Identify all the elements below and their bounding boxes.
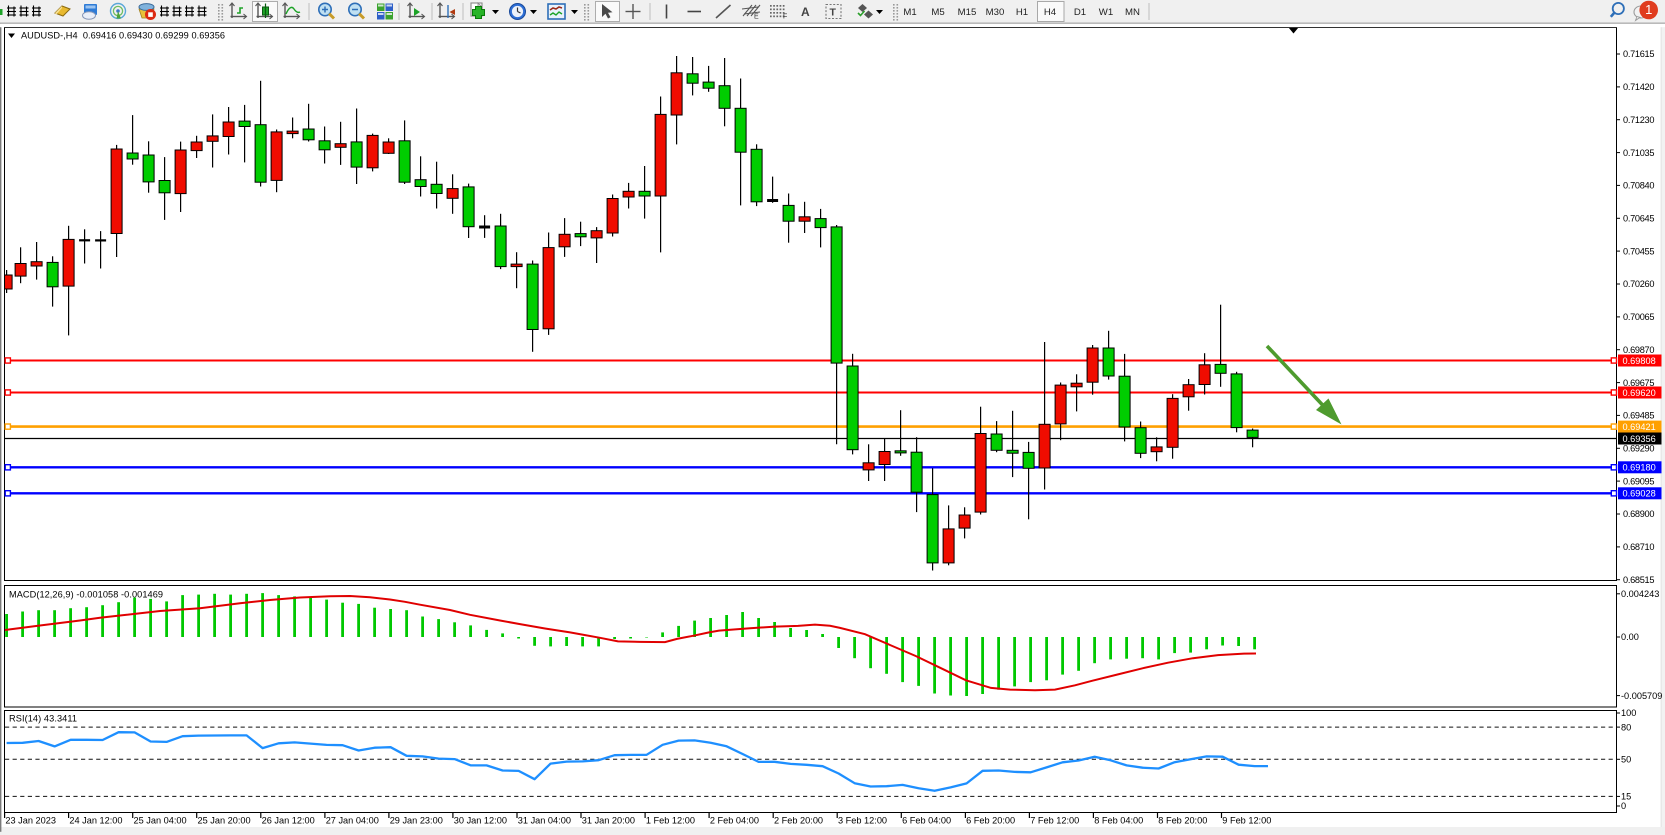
svg-text:0.71230: 0.71230 xyxy=(1623,115,1655,125)
svg-text:6 Feb 04:00: 6 Feb 04:00 xyxy=(902,816,951,826)
svg-text:27 Jan 04:00: 27 Jan 04:00 xyxy=(326,816,379,826)
svg-text:H4: H4 xyxy=(1044,7,1057,18)
svg-text:50: 50 xyxy=(1621,755,1631,765)
svg-text:1 Feb 12:00: 1 Feb 12:00 xyxy=(646,816,695,826)
svg-text:0.71035: 0.71035 xyxy=(1623,148,1655,158)
svg-text:7 Feb 12:00: 7 Feb 12:00 xyxy=(1030,816,1079,826)
svg-text:M15: M15 xyxy=(958,7,977,18)
svg-text:25 Jan 04:00: 25 Jan 04:00 xyxy=(134,816,187,826)
svg-text:MACD(12,26,9) -0.001058 -0.001: MACD(12,26,9) -0.001058 -0.001469 xyxy=(9,590,163,600)
svg-text:0.69356: 0.69356 xyxy=(1623,434,1656,444)
svg-text:0.69870: 0.69870 xyxy=(1623,345,1655,355)
svg-text:W1: W1 xyxy=(1099,7,1113,18)
svg-text:M30: M30 xyxy=(986,7,1005,18)
svg-text:T: T xyxy=(830,7,837,19)
svg-text:E: E xyxy=(754,14,759,21)
svg-text:31 Jan 04:00: 31 Jan 04:00 xyxy=(518,816,571,826)
svg-text:0.69180: 0.69180 xyxy=(1623,463,1656,473)
svg-text:H1: H1 xyxy=(1016,7,1028,18)
svg-text:AUDUSD-,H4 0.69416 0.69430 0.: AUDUSD-,H4 0.69416 0.69430 0.69299 0.693… xyxy=(21,31,225,41)
svg-text:0.69290: 0.69290 xyxy=(1623,444,1655,454)
svg-text:0.69808: 0.69808 xyxy=(1623,356,1656,366)
svg-text:0.68900: 0.68900 xyxy=(1623,509,1655,519)
svg-text:0.70840: 0.70840 xyxy=(1623,181,1655,191)
svg-text:9 Feb 12:00: 9 Feb 12:00 xyxy=(1222,816,1271,826)
svg-text:0.004243: 0.004243 xyxy=(1621,589,1659,599)
svg-text:0.71615: 0.71615 xyxy=(1623,49,1655,59)
svg-text:26 Jan 12:00: 26 Jan 12:00 xyxy=(262,816,315,826)
svg-text:2 Feb 04:00: 2 Feb 04:00 xyxy=(710,816,759,826)
svg-text:0.71420: 0.71420 xyxy=(1623,82,1655,92)
svg-text:80: 80 xyxy=(1621,722,1631,732)
svg-text:0.69620: 0.69620 xyxy=(1623,388,1656,398)
svg-text:0.70645: 0.70645 xyxy=(1623,214,1655,224)
svg-text:MN: MN xyxy=(1125,7,1140,18)
svg-text:M5: M5 xyxy=(931,7,944,18)
svg-text:1: 1 xyxy=(1645,2,1652,17)
svg-text:25 Jan 20:00: 25 Jan 20:00 xyxy=(198,816,251,826)
svg-text:0.69675: 0.69675 xyxy=(1623,378,1655,388)
svg-text:15: 15 xyxy=(1621,792,1631,802)
svg-text:8 Feb 04:00: 8 Feb 04:00 xyxy=(1094,816,1143,826)
svg-text:0.69421: 0.69421 xyxy=(1623,422,1656,432)
svg-text:0.70260: 0.70260 xyxy=(1623,279,1655,289)
svg-text:24 Jan 12:00: 24 Jan 12:00 xyxy=(69,816,122,826)
svg-text:23 Jan 2023: 23 Jan 2023 xyxy=(5,816,56,826)
svg-text:0: 0 xyxy=(1621,801,1626,811)
svg-text:30 Jan 12:00: 30 Jan 12:00 xyxy=(454,816,507,826)
svg-text:0.69028: 0.69028 xyxy=(1623,489,1656,499)
svg-text:A: A xyxy=(801,5,810,19)
svg-text:0.69485: 0.69485 xyxy=(1623,411,1655,421)
svg-text:0.68710: 0.68710 xyxy=(1623,542,1655,552)
svg-text:M1: M1 xyxy=(903,7,916,18)
svg-text:-0.005709: -0.005709 xyxy=(1621,691,1662,701)
svg-text:29 Jan 23:00: 29 Jan 23:00 xyxy=(390,816,443,826)
svg-text:100: 100 xyxy=(1621,708,1636,718)
svg-text:0.00: 0.00 xyxy=(1621,632,1639,642)
svg-text:0.68515: 0.68515 xyxy=(1623,575,1655,585)
svg-text:0.70455: 0.70455 xyxy=(1623,246,1655,256)
svg-text:D1: D1 xyxy=(1074,7,1086,18)
svg-text:RSI(14) 43.3411: RSI(14) 43.3411 xyxy=(9,714,77,724)
svg-text:F: F xyxy=(783,14,787,21)
svg-text:8 Feb 20:00: 8 Feb 20:00 xyxy=(1158,816,1207,826)
svg-text:0.70065: 0.70065 xyxy=(1623,312,1655,322)
svg-text:6 Feb 20:00: 6 Feb 20:00 xyxy=(966,816,1015,826)
svg-text:2 Feb 20:00: 2 Feb 20:00 xyxy=(774,816,823,826)
svg-text:31 Jan 20:00: 31 Jan 20:00 xyxy=(582,816,635,826)
svg-text:3 Feb 12:00: 3 Feb 12:00 xyxy=(838,816,887,826)
svg-text:0.69095: 0.69095 xyxy=(1623,476,1655,486)
